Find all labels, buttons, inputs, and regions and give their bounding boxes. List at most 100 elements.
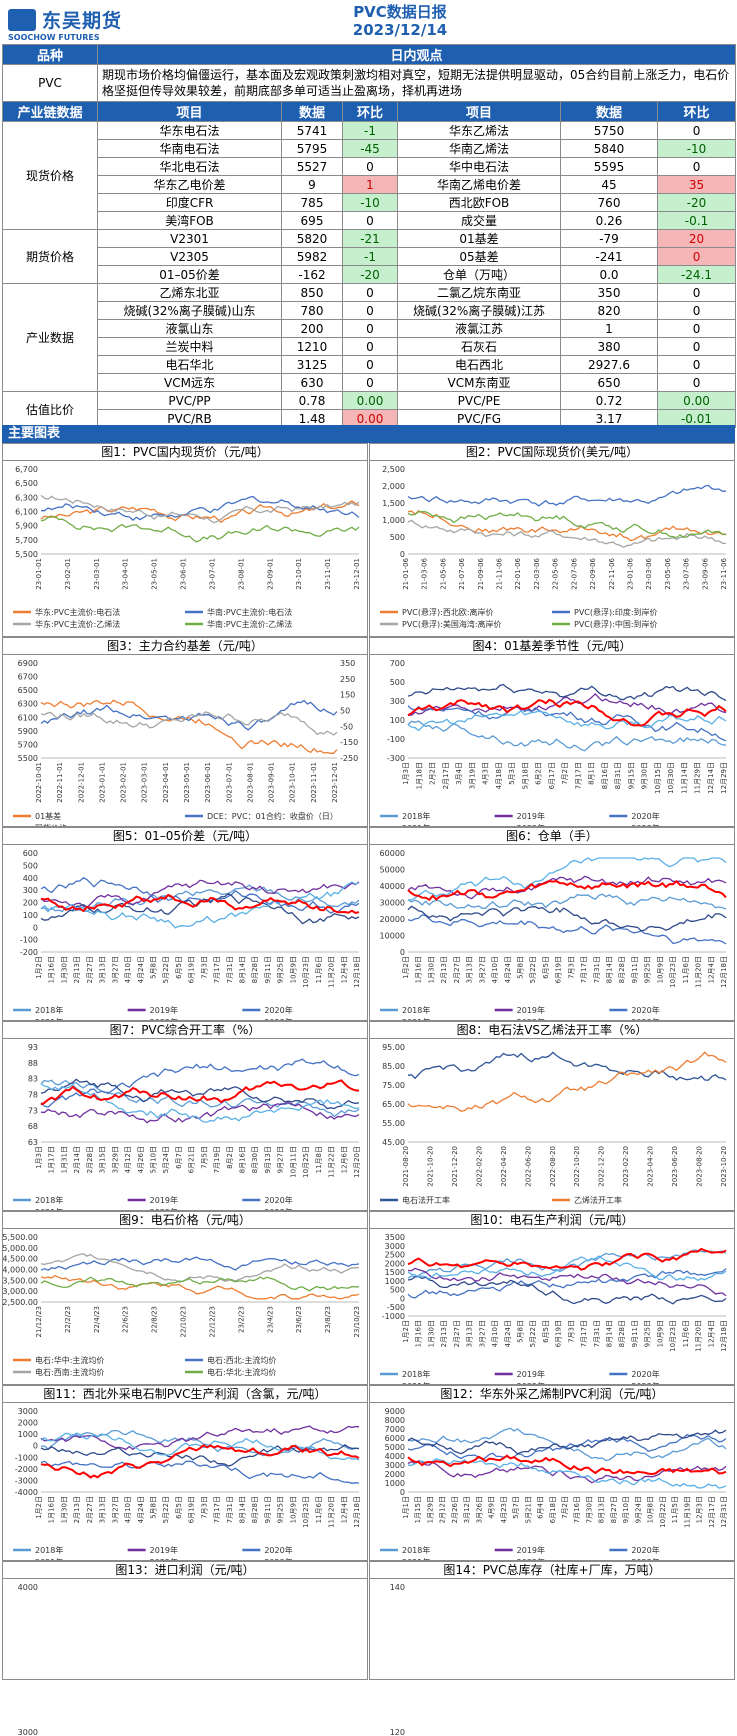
legend-label: 华南:PVC主流价:电石法 (207, 607, 292, 617)
legend-label: 2020年 (631, 811, 659, 821)
x-tick-label: 4月12日 (124, 1146, 132, 1173)
x-tick-label: 21-05-06 (439, 557, 447, 589)
x-tick-label: 9月25日 (644, 1320, 652, 1347)
chart-caption: 图7：PVC综合开工率（%） (3, 1022, 367, 1039)
x-tick-label: 2023-01-01 (98, 762, 106, 803)
series-line (407, 705, 727, 742)
x-tick-label: 12月18日 (353, 956, 361, 988)
legend-label: 2022年 (517, 1381, 545, 1384)
chart-caption: 图11：西北外采电石制PVC生产利润（含氯，元/吨） (3, 1386, 367, 1403)
table-row: 电石华北 3125 0 电石西北 2927.6 0 (3, 355, 737, 374)
column-header: 项目 (397, 101, 561, 122)
column-header: 数据 (560, 101, 658, 122)
item-name: 电石西北 (397, 355, 561, 374)
item-change: 1 (342, 175, 398, 194)
chart-plot: 6,700 6,500 6,300 6,100 5,900 5,700 5,50023-01… (13, 465, 361, 629)
x-tick-label: 6月5日 (175, 956, 183, 979)
y-tick-label: -500 (387, 1303, 405, 1312)
item-name: V2301 (97, 229, 282, 248)
series-line (407, 1429, 727, 1455)
x-tick-label: 3月29日 (111, 1146, 119, 1173)
item-change: 0 (656, 319, 737, 338)
x-tick-label: 10月9日 (289, 1496, 297, 1523)
x-tick-label: 9月30日 (641, 762, 649, 789)
series-line (40, 1444, 360, 1467)
x-tick-label: 12月14日 (707, 762, 715, 794)
legend-label: 2018年 (35, 1005, 63, 1015)
series-line (40, 1253, 360, 1283)
x-tick-label: 23-11-01 (324, 558, 332, 590)
x-tick-label: 1月18日 (415, 762, 423, 789)
x-tick-label: 23/10/23 (353, 1306, 361, 1337)
series-line (407, 698, 727, 727)
logo-mark-icon (8, 9, 36, 31)
x-tick-label: 8月16日 (601, 762, 609, 789)
y-tick-label: 85.00 (382, 1062, 405, 1071)
x-tick-label: 7月30日 (585, 1496, 593, 1523)
x-tick-label: 11月20日 (695, 1320, 703, 1352)
item-name: 液氯江苏 (397, 319, 561, 338)
series-line (40, 1256, 360, 1271)
series-line (407, 484, 726, 507)
item-name: 石灰石 (397, 337, 561, 356)
y-tick-label: 75.00 (382, 1081, 405, 1090)
x-tick-label: 12月6日 (340, 1146, 348, 1173)
y-tick-label: 400 (23, 874, 38, 883)
x-tick-label: 11月6日 (682, 956, 690, 983)
x-tick-label: 5月10日 (149, 1146, 157, 1173)
x-tick-label: 23-09-06 (701, 557, 709, 589)
y-tick-label: 6100 (18, 713, 38, 722)
x-tick-label: 7月31日 (593, 956, 601, 983)
y-tick-label: 63 (28, 1138, 38, 1147)
x-tick-label: 2月13日 (73, 956, 81, 983)
x-tick-label: 11月19日 (683, 1496, 691, 1528)
item-value: 5820 (281, 229, 343, 248)
y-tick-label: 65.00 (382, 1100, 405, 1109)
item-value: 1 (560, 319, 658, 338)
legend-label: 乙烯法开工率 (574, 1195, 622, 1205)
x-tick-label: 8月14日 (239, 1496, 247, 1523)
x-tick-label: 3月13日 (99, 1496, 107, 1523)
y-tick-label: 100 (23, 911, 38, 920)
report-header: 东吴期货 SOOCHOW FUTURES PVC数据日报 2023/12/14 (0, 0, 737, 44)
y-tick-label: -3000 (15, 1476, 38, 1485)
x-tick-label: 2023-10-01 (289, 762, 297, 803)
x-tick-label: 10月25日 (302, 1146, 310, 1178)
x-tick-label: 21-09-06 (477, 557, 485, 589)
x-tick-label: 5月3日 (508, 762, 516, 785)
logo-name: 东吴期货 (42, 10, 123, 32)
y-tick-label: 6000 (385, 1434, 405, 1443)
y-tick-label: 2,500 (382, 465, 405, 474)
item-value: 630 (281, 373, 343, 392)
pvc-label: PVC (2, 64, 98, 102)
x-tick-label: 9月10日 (622, 1496, 630, 1523)
x-tick-label: 21-03-06 (421, 557, 429, 589)
table-row: PVC/RB 1.48 0.00 PVC/FG 3.17 -0.01 (3, 409, 737, 428)
series-line (40, 893, 360, 914)
x-tick-label: 12月4日 (340, 1496, 348, 1523)
x-tick-label: 21-01-06 (402, 557, 410, 589)
item-name: 华北电石法 (97, 157, 282, 176)
x-tick-label: 23-03-01 (93, 558, 101, 590)
y-tick-label: 500 (390, 1286, 405, 1295)
y-tick-label: -4000 (15, 1488, 38, 1497)
y-tick-label: 200 (23, 899, 38, 908)
x-tick-label: 9月24日 (634, 1496, 642, 1523)
column-header: 环比 (342, 101, 398, 122)
x-tick-label: 7月17日 (580, 956, 588, 983)
y-tick-label: 3000 (385, 1461, 405, 1470)
y-tick-label: 2,000 (382, 482, 405, 491)
series-line (407, 1457, 727, 1489)
y-tick-label: 55.00 (382, 1119, 405, 1128)
legend-label: 2019年 (517, 811, 545, 821)
item-name: 烧碱(32%离子膜碱)江苏 (397, 301, 561, 320)
x-tick-label: 23-09-01 (266, 558, 274, 590)
x-tick-label: 7月17日 (213, 1496, 221, 1523)
x-tick-label: 22-01-06 (514, 557, 522, 589)
y2-tick-label: 250 (340, 675, 355, 684)
x-tick-label: 22/10/23 (180, 1306, 188, 1337)
x-tick-label: 23/8/23 (324, 1306, 332, 1333)
legend-label: 电石法开工率 (402, 1195, 450, 1205)
